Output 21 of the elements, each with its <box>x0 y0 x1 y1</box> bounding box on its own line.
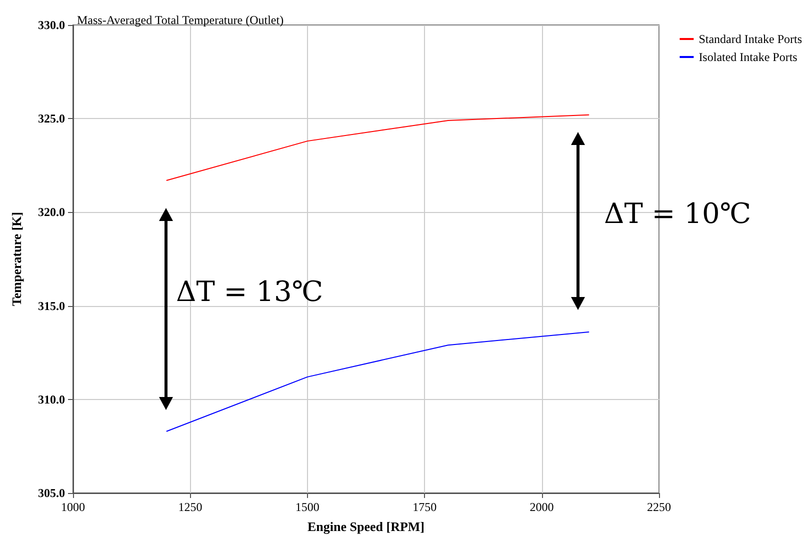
x-tick-label: 1250 <box>178 500 202 514</box>
y-tick-label: 330.0 <box>38 18 65 32</box>
line-series <box>166 114 590 181</box>
legend-label: Isolated Intake Ports <box>698 50 798 64</box>
y-axis-title: Temperature [K] <box>9 212 24 306</box>
x-axis-title: Engine Speed [RPM] <box>308 519 424 534</box>
legend-label: Standard Intake Ports <box>698 32 802 46</box>
y-tick-label: 325.0 <box>38 112 65 126</box>
x-tick-label: 1750 <box>412 500 437 514</box>
x-tick-label: 2250 <box>647 500 671 514</box>
y-tick-label: 310.0 <box>38 392 65 406</box>
x-tick-label: 1500 <box>295 500 320 514</box>
x-tick-label: 2000 <box>530 500 554 514</box>
x-tick-label: 1000 <box>61 500 85 514</box>
annotation: ΔT = 13℃ <box>176 275 324 308</box>
y-tick-label: 315.0 <box>38 298 65 313</box>
chart-title: Mass-Averaged Total Temperature (Outlet) <box>77 13 284 27</box>
annotation: ΔT = 10℃ <box>604 197 752 230</box>
y-tick-label: 320.0 <box>38 205 65 220</box>
y-tick-label: 305.0 <box>38 486 65 500</box>
line-series <box>166 332 590 432</box>
